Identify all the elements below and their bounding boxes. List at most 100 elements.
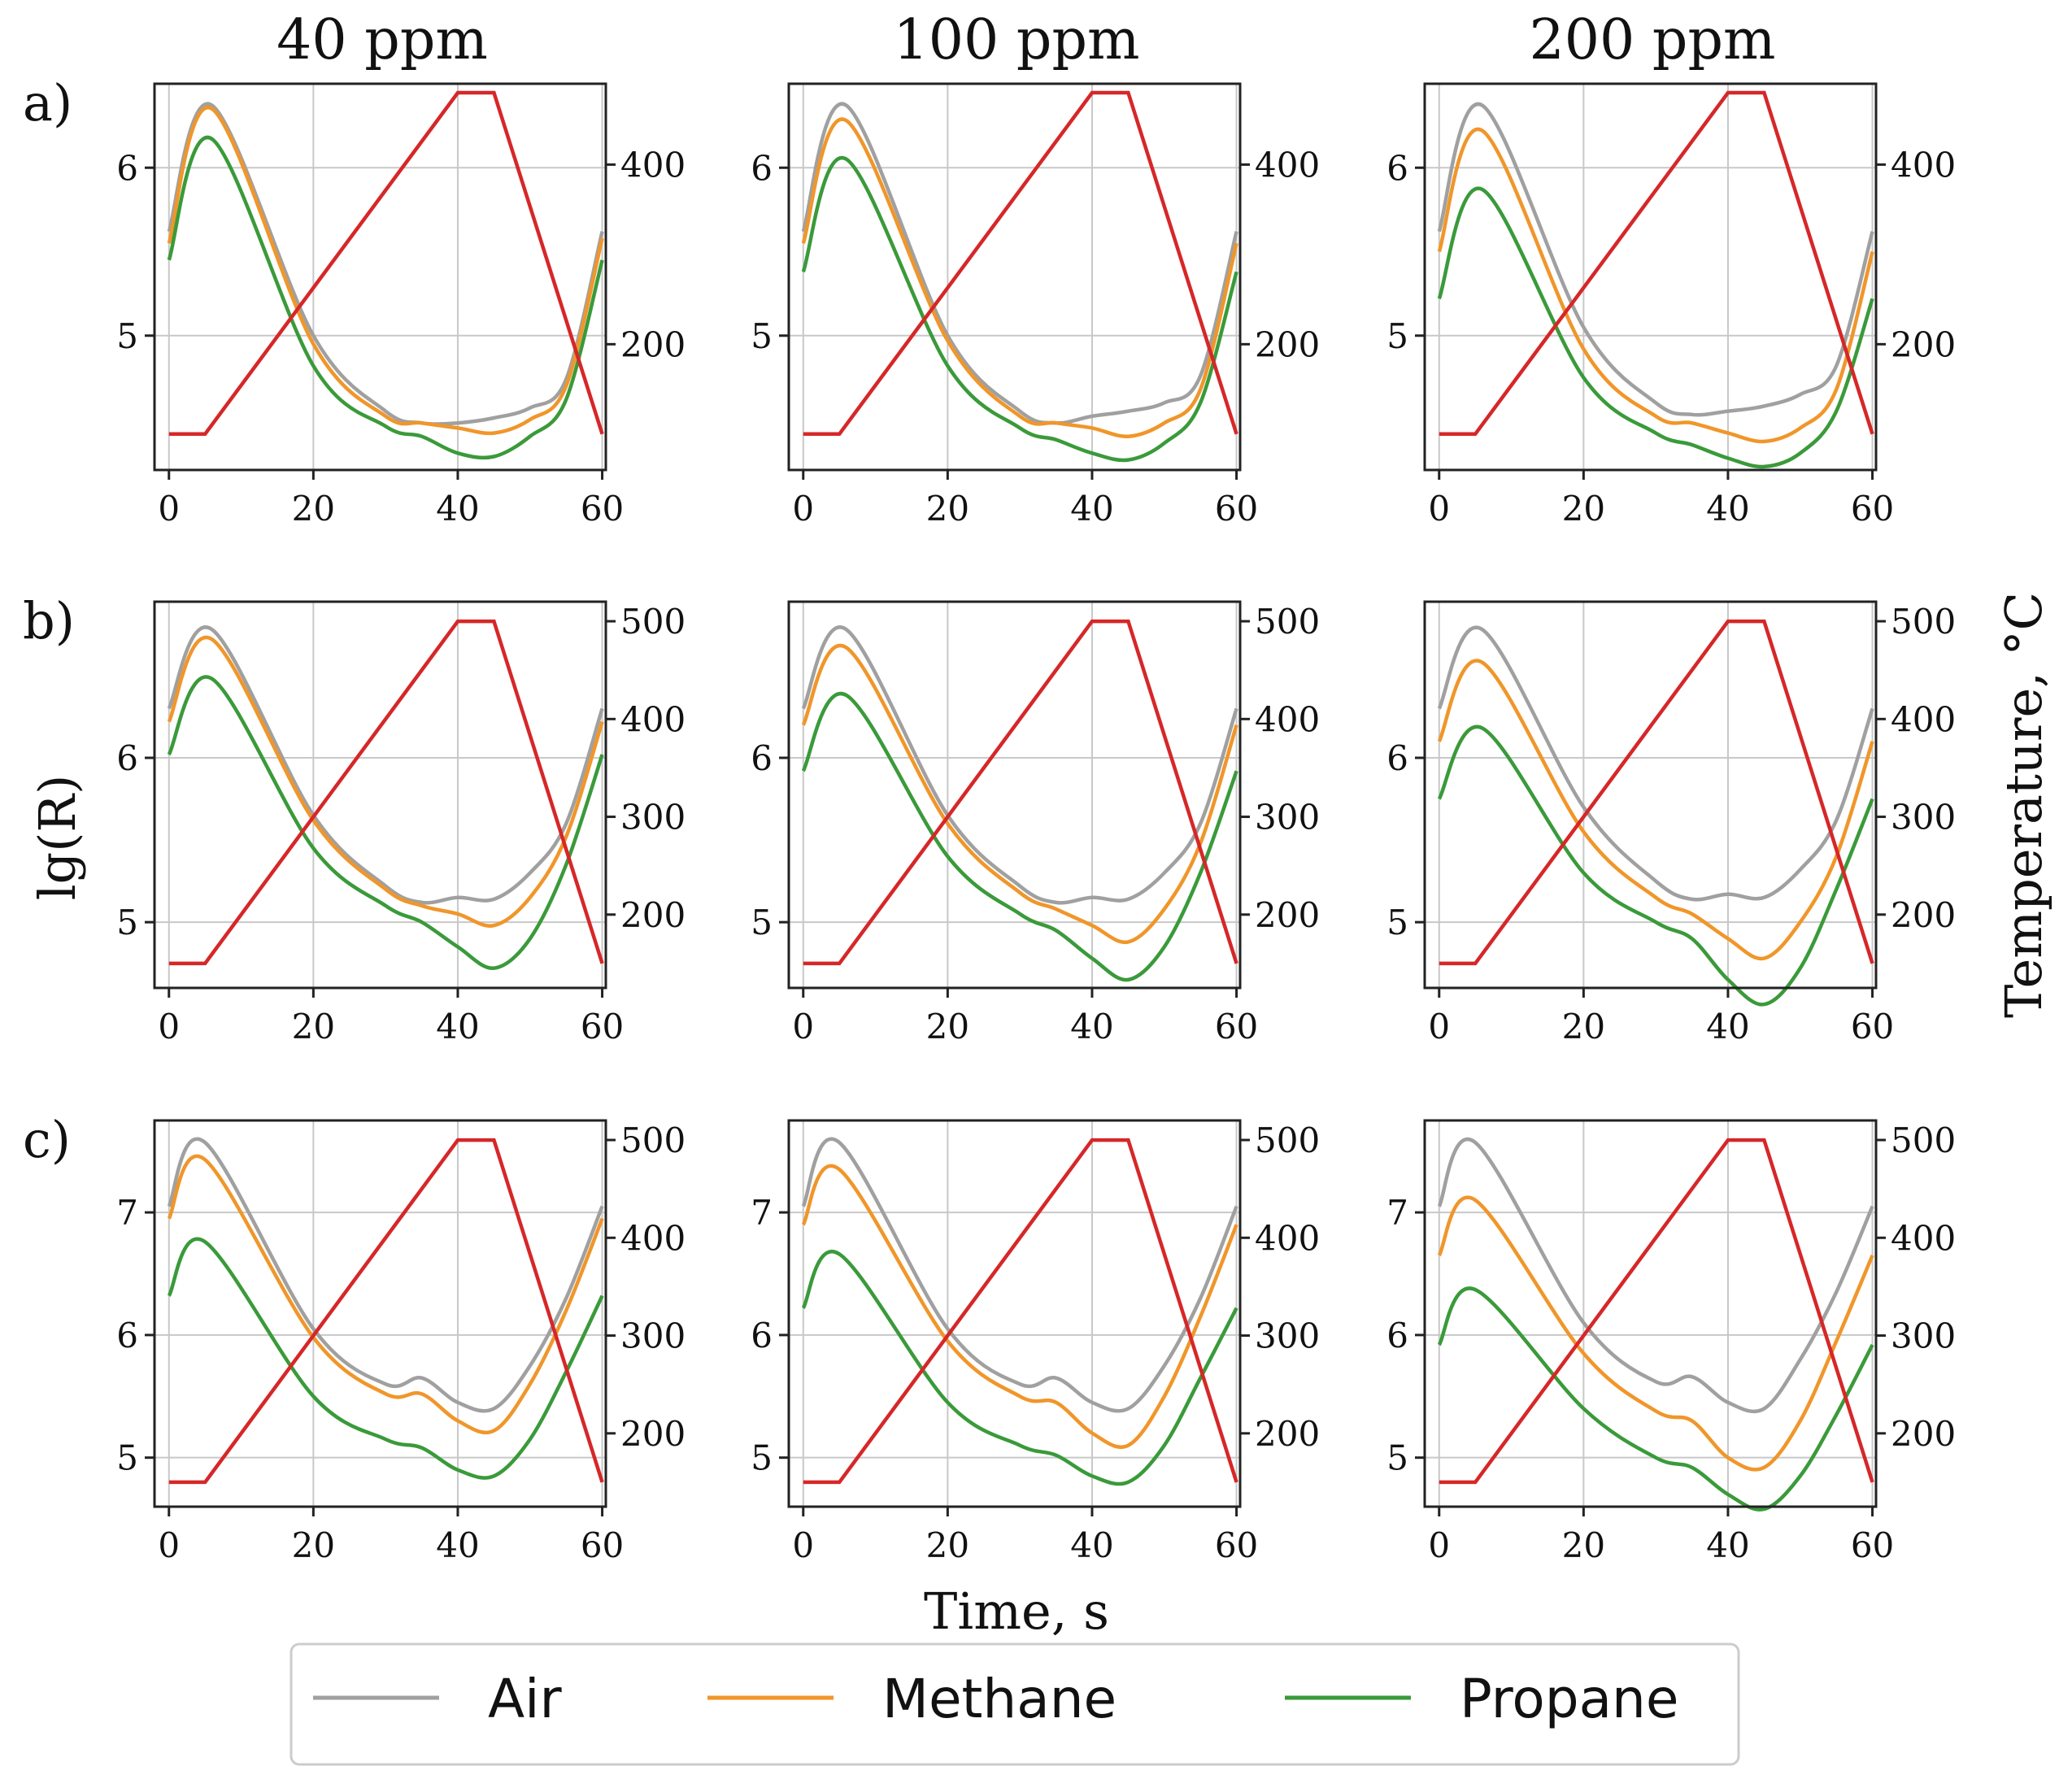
series-line-methane <box>801 643 1238 945</box>
plot-frame <box>1423 1119 1878 1508</box>
y-tick-label: 6 <box>1386 738 1408 778</box>
x-tick-label: 0 <box>158 1525 180 1565</box>
temperature-line <box>168 1138 604 1485</box>
x-tick-label: 0 <box>158 489 180 529</box>
series-line-methane <box>167 635 604 928</box>
x-tick-label: 20 <box>926 1525 969 1565</box>
temp-tick-label: 200 <box>620 324 686 364</box>
plot-area <box>1425 1120 1876 1507</box>
series-line-methane <box>167 1155 604 1435</box>
plot-frame <box>153 82 607 472</box>
row-label-c: c) <box>23 1110 71 1169</box>
legend-frame <box>289 1642 1740 1766</box>
x-tick-label: 0 <box>792 1525 814 1565</box>
x-tick-label: 60 <box>1851 1007 1894 1046</box>
series-line-methane <box>801 1164 1238 1449</box>
x-tick-label: 20 <box>926 1007 969 1046</box>
temp-tick-label: 500 <box>1891 602 1956 642</box>
y-tick-label: 5 <box>1386 1438 1408 1478</box>
plot-area <box>1425 84 1876 470</box>
x-tick-label: 40 <box>1706 1007 1749 1046</box>
plot-frame <box>153 600 607 990</box>
y-axis-label-left: lg(R) <box>28 775 87 901</box>
series-line-propane <box>801 1250 1238 1486</box>
temp-tick-label: 500 <box>620 1120 686 1160</box>
panel-b-1: 0 20 40 60 5 6 200 300 400 500 <box>116 600 686 1046</box>
y-tick-label: 6 <box>116 738 138 778</box>
temp-tick-label: 200 <box>1255 324 1320 364</box>
plot-frame <box>1423 82 1878 472</box>
series-line-methane <box>801 117 1238 438</box>
temp-tick-label: 200 <box>620 1414 686 1454</box>
temperature-line <box>1439 1138 1874 1485</box>
series-line-propane <box>801 691 1238 982</box>
temperature-line <box>803 1138 1238 1485</box>
x-tick-label: 0 <box>792 1007 814 1046</box>
x-tick-label: 0 <box>158 1007 180 1046</box>
x-tick-label: 40 <box>1706 489 1749 529</box>
x-tick-label: 40 <box>436 1525 479 1565</box>
x-tick-label: 60 <box>1215 489 1258 529</box>
panel-b-3: 0 20 40 60 5 6 200 300 400 500 <box>1386 600 1956 1046</box>
y-tick-label: 6 <box>1386 148 1408 188</box>
column-title-40ppm: 40 ppm <box>276 8 488 72</box>
temp-tick-label: 400 <box>1255 1218 1320 1258</box>
plot-frame <box>787 600 1242 990</box>
series-line-methane <box>1437 659 1874 961</box>
x-tick-label: 60 <box>1851 489 1894 529</box>
temp-tick-label: 400 <box>620 699 686 739</box>
x-tick-label: 60 <box>1851 1525 1894 1565</box>
series-line-air <box>1437 102 1874 417</box>
x-tick-label: 60 <box>1215 1525 1258 1565</box>
y-tick-label: 5 <box>116 1438 138 1478</box>
x-tick-label: 60 <box>581 1007 624 1046</box>
x-tick-label: 40 <box>1070 1525 1113 1565</box>
x-tick-label: 40 <box>436 1007 479 1046</box>
temperature-line <box>168 90 604 437</box>
temp-tick-label: 400 <box>1891 699 1956 739</box>
panel-a-1: 0 20 40 60 5 6 200 400 <box>116 82 686 529</box>
temp-tick-label: 200 <box>1255 1414 1320 1454</box>
series-line-methane <box>167 105 604 436</box>
temp-tick-label: 200 <box>1255 895 1320 935</box>
temp-tick-label: 500 <box>620 602 686 642</box>
column-title-100ppm: 100 ppm <box>894 8 1140 72</box>
y-axis-label-right: Temperature, °C <box>1994 592 2053 1018</box>
y-tick-label: 5 <box>751 903 773 942</box>
x-tick-label: 60 <box>581 489 624 529</box>
temp-tick-label: 400 <box>1891 145 1956 185</box>
temp-tick-label: 400 <box>620 145 686 185</box>
series-line-methane <box>1437 127 1874 444</box>
temp-tick-label: 300 <box>1891 798 1956 837</box>
y-tick-label: 6 <box>116 1316 138 1355</box>
x-tick-label: 20 <box>1562 489 1605 529</box>
y-tick-label: 7 <box>1386 1193 1408 1233</box>
x-tick-label: 0 <box>1428 1525 1450 1565</box>
temp-tick-label: 300 <box>620 798 686 837</box>
plot-area <box>155 1120 606 1507</box>
temp-tick-label: 400 <box>620 1218 686 1258</box>
x-tick-label: 20 <box>292 1525 335 1565</box>
temp-tick-label: 500 <box>1891 1120 1956 1160</box>
series-line-propane <box>1437 1286 1874 1512</box>
x-tick-label: 60 <box>581 1525 624 1565</box>
x-tick-label: 20 <box>292 489 335 529</box>
temp-tick-label: 400 <box>1255 145 1320 185</box>
y-tick-label: 5 <box>751 316 773 356</box>
x-tick-label: 0 <box>792 489 814 529</box>
row-label-a: a) <box>23 73 72 133</box>
temp-tick-label: 300 <box>1891 1316 1956 1356</box>
temp-tick-label: 300 <box>1255 798 1320 837</box>
y-tick-label: 5 <box>116 903 138 942</box>
panel-b-2: 0 20 40 60 5 6 200 300 400 500 <box>751 600 1320 1046</box>
plot-area <box>789 1120 1240 1507</box>
temp-tick-label: 200 <box>620 895 686 935</box>
y-tick-label: 6 <box>751 738 773 778</box>
x-tick-label: 40 <box>1070 1007 1113 1046</box>
y-tick-label: 7 <box>116 1193 138 1233</box>
temp-tick-label: 500 <box>1255 602 1320 642</box>
x-tick-label: 0 <box>1428 1007 1450 1046</box>
legend-label-air: Air <box>488 1668 562 1730</box>
